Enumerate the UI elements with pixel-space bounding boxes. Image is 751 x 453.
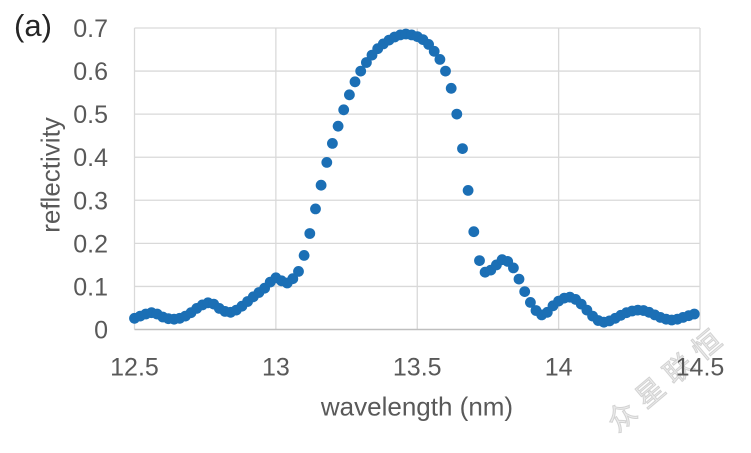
data-point — [688, 308, 700, 320]
y-tick-label: 0.5 — [73, 101, 108, 129]
data-point — [474, 255, 485, 266]
x-tick-label: 13.5 — [393, 354, 442, 382]
data-point — [428, 45, 440, 57]
data-point — [508, 262, 519, 274]
x-tick-label: 14.5 — [676, 354, 725, 382]
y-tick-label: 0.3 — [73, 187, 108, 215]
data-point — [434, 54, 446, 65]
data-point — [468, 226, 480, 238]
data-point — [355, 65, 367, 77]
data-point — [298, 250, 310, 261]
data-point — [445, 82, 457, 94]
data-point — [457, 143, 468, 155]
y-tick-label: 0.4 — [73, 144, 108, 172]
x-tick-label: 12.5 — [110, 354, 159, 382]
data-point — [315, 179, 327, 191]
data-point — [519, 286, 531, 297]
x-tick-label: 13 — [262, 354, 290, 382]
data-point — [332, 120, 344, 132]
y-tick-label: 0 — [94, 317, 108, 345]
data-point — [293, 266, 304, 277]
data-point — [525, 297, 536, 308]
data-point — [338, 104, 350, 116]
data-point — [513, 273, 525, 285]
data-point — [287, 273, 299, 285]
x-axis-title: wavelength (nm) — [320, 391, 514, 422]
data-point — [327, 138, 338, 149]
data-point — [451, 108, 463, 120]
data-point — [304, 228, 316, 239]
data-point — [440, 65, 451, 77]
y-tick-label: 0.1 — [73, 273, 108, 301]
data-point — [349, 76, 361, 88]
data-point — [462, 185, 474, 196]
data-point — [361, 57, 372, 68]
data-point — [344, 89, 355, 101]
y-tick-label: 0.2 — [73, 230, 108, 258]
y-tick-label: 0.7 — [73, 15, 108, 43]
panel-label: (a) — [14, 8, 52, 43]
x-tick-label: 14 — [545, 354, 573, 382]
data-point — [310, 203, 321, 215]
data-point — [321, 157, 333, 168]
y-tick-label: 0.6 — [73, 58, 108, 86]
